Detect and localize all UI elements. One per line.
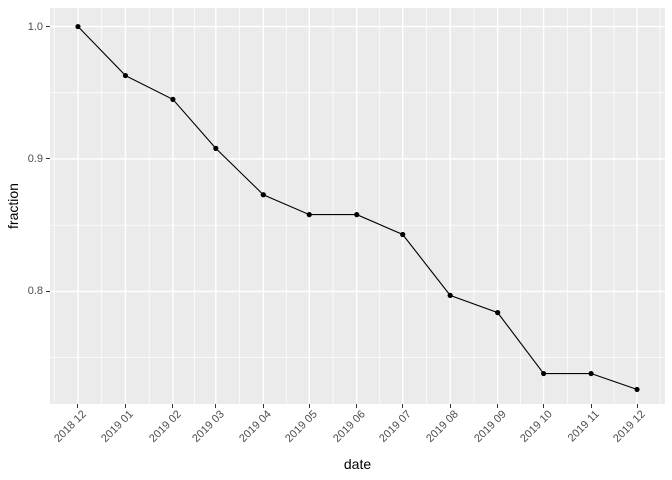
y-tick-mark [46,290,50,292]
data-point [495,310,501,316]
data-point [588,370,594,377]
x-tick-mark [77,404,79,408]
x-tick-mark [124,404,126,408]
data-point [306,212,312,218]
data-point [447,292,453,298]
line-series [77,26,638,390]
data-point [75,23,81,30]
y-tick-mark [46,158,50,160]
data-point [634,386,640,393]
data-point [122,72,129,79]
y-tick-label: 1.0 [27,20,43,33]
x-tick-mark [308,404,310,408]
x-tick-mark [215,404,217,408]
data-point [400,231,406,238]
data-point [354,212,360,218]
y-tick-mark [46,26,50,28]
y-tick-label: 0.9 [27,152,43,165]
x-tick-mark [543,404,545,408]
y-tick-label: 0.8 [27,285,43,298]
y-axis-title: fraction [5,183,21,229]
x-tick-mark [402,404,404,408]
plot-panel [50,8,665,404]
x-tick-mark [590,404,592,408]
x-tick-mark [449,404,451,408]
x-tick-mark [497,404,499,408]
data-point [213,145,219,151]
data-point [170,96,176,102]
x-tick-mark [172,404,174,408]
x-tick-mark [262,404,264,408]
data-point [260,192,266,198]
x-axis-title: date [343,456,372,472]
data-point [541,370,547,377]
x-tick-mark [356,404,358,408]
x-tick-mark [636,404,638,408]
plot-area-svg [50,8,665,404]
